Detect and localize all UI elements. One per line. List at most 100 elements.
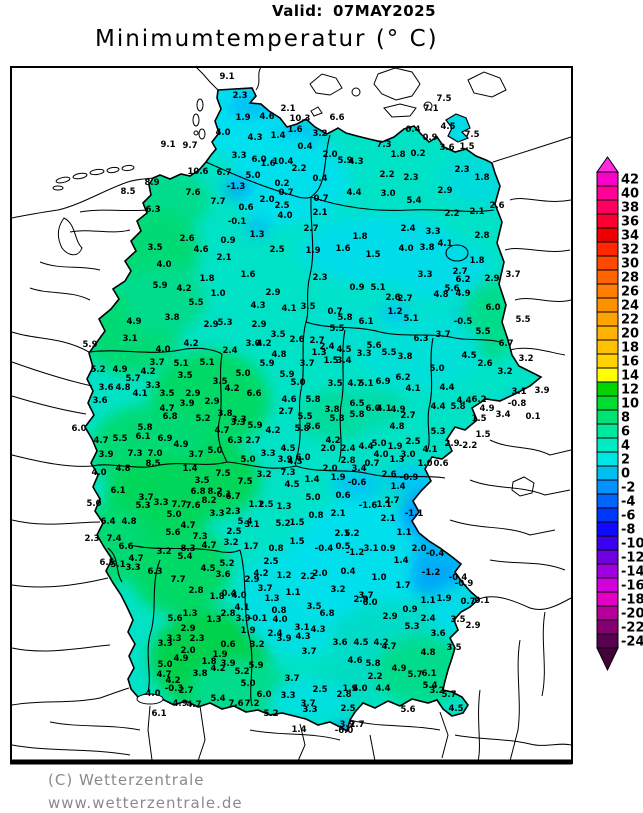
station-temp-label: 2.9 xyxy=(265,288,280,298)
station-temp-label: 3.3 xyxy=(153,498,168,508)
station-temp-label: 0.7 xyxy=(327,307,342,317)
station-temp-label: 3.9 xyxy=(220,659,235,669)
station-temp-label: 6.5 xyxy=(349,399,364,409)
station-temp-label: 2.8 xyxy=(188,586,203,596)
station-temp-label: 3.5 xyxy=(450,615,465,625)
station-temp-label: 4.9 xyxy=(172,699,187,709)
station-temp-label: -1.3 xyxy=(227,182,246,192)
station-temp-label: 4.6 xyxy=(259,112,274,122)
station-temp-label: 0.8 xyxy=(268,544,283,554)
station-temp-label: 5.0 xyxy=(235,369,250,379)
temperature-colorbar: 424038363432302826242220181614121086420-… xyxy=(596,156,643,672)
station-temp-label: 3.2 xyxy=(312,129,327,139)
colorbar-segment xyxy=(596,577,619,593)
station-temp-label: 2.9 xyxy=(180,624,195,634)
station-temp-label: 7.7 xyxy=(171,500,186,510)
station-temp-label: 4.0 xyxy=(231,591,246,601)
station-temp-label: 1.1 xyxy=(376,500,391,510)
station-temp-label: 4.1 xyxy=(281,304,296,314)
station-temp-label: 3.8 xyxy=(164,313,179,323)
station-temp-label: 2.7 xyxy=(384,496,399,506)
station-temp-label: 3.2 xyxy=(330,585,345,595)
colorbar-tick-label: 30 xyxy=(621,257,639,272)
station-temp-label: 6.2 xyxy=(455,275,470,285)
station-temp-label: 4.4 xyxy=(346,188,361,198)
colorbar-segment xyxy=(596,395,619,411)
colorbar-tick-label: -12 xyxy=(621,551,643,566)
footer-credit: (C) Wetterzentrale www.wetterzentrale.de xyxy=(48,769,243,813)
station-temp-label: 1.8 xyxy=(199,274,214,284)
station-temp-label: 3.3 xyxy=(145,381,160,391)
station-temp-label: 1.9 xyxy=(436,594,451,604)
station-temp-label: 4.6 xyxy=(281,395,296,405)
valid-label: Valid: xyxy=(272,2,323,20)
station-temp-label: 3.5 xyxy=(159,389,174,399)
station-temp-label: 5.1 xyxy=(403,314,418,324)
station-temp-label: 1.3 xyxy=(249,230,264,240)
station-temp-label: 6.7 xyxy=(498,339,513,349)
station-temp-label: 1.6 xyxy=(335,244,350,254)
station-temp-label: 4.0 xyxy=(155,345,170,355)
colorbar-tick-label: 10 xyxy=(621,397,639,412)
station-temp-label: 4.0 xyxy=(272,615,287,625)
station-temp-label: 1.4 xyxy=(270,131,285,141)
station-temp-label: 2.0 xyxy=(312,569,327,579)
station-temp-label: 1.3 xyxy=(206,615,221,625)
station-temp-label: 2.4 xyxy=(340,444,355,454)
station-temp-label: 5.3 xyxy=(217,318,232,328)
station-temp-label: 5.6 xyxy=(444,284,459,294)
station-temp-label: 5.0 xyxy=(240,679,255,689)
station-temp-label: 4.2 xyxy=(140,367,155,377)
station-temp-label: 1.8 xyxy=(209,592,224,602)
station-temp-label: 4.8 xyxy=(271,350,286,360)
station-temp-label: -0.1 xyxy=(228,217,247,227)
station-temp-label: 3.8 xyxy=(217,409,232,419)
station-temp-label: 5.9 xyxy=(279,370,294,380)
station-temp-label: 5.0 xyxy=(290,378,305,388)
station-temp-label: -6.0 xyxy=(335,726,354,736)
station-temp-label: 9.1 xyxy=(160,140,175,150)
station-temp-label: 0.1 xyxy=(525,412,540,422)
colorbar-segment xyxy=(596,409,619,425)
station-temp-label: 7.0 xyxy=(147,449,162,459)
station-temp-label: 4.2 xyxy=(176,284,191,294)
station-temp-label: 6.0 xyxy=(365,404,380,414)
station-temp-label: 6.4 xyxy=(100,517,115,527)
station-temp-label: 2.6 xyxy=(489,201,504,211)
station-temp-label: 5.2 xyxy=(344,529,359,539)
station-temp-label: -0.6 xyxy=(348,478,367,488)
station-temp-label: 4.3 xyxy=(287,457,302,467)
station-temp-label: 5.1 xyxy=(173,359,188,369)
station-temp-label: 4.5 xyxy=(448,704,463,714)
station-temp-label: 1.8 xyxy=(390,150,405,160)
station-temp-label: 6.0 xyxy=(485,303,500,313)
station-temp-label: 3.2 xyxy=(156,547,171,557)
station-temp-label: 5.8 xyxy=(349,410,364,420)
station-temp-label: 2.1 xyxy=(330,509,345,519)
station-temp-label: 4.1 xyxy=(234,603,249,613)
station-temp-label: 3.3 xyxy=(231,151,246,161)
station-temp-label: 1.9 xyxy=(240,626,255,636)
station-temp-label: 5.4 xyxy=(177,552,192,562)
station-temp-label: 5.0 xyxy=(240,455,255,465)
station-temp-label: 3.2 xyxy=(256,470,271,480)
station-temp-label: 3.2 xyxy=(429,686,444,696)
station-temp-label: 5.1 xyxy=(110,560,125,570)
station-temp-label: 0.9 xyxy=(380,544,395,554)
station-temp-label: 5.8 xyxy=(137,423,152,433)
colorbar-segment xyxy=(596,255,619,271)
station-temp-label: 4.5 xyxy=(280,444,295,454)
station-temp-label: 7.3 xyxy=(127,449,142,459)
station-temp-label: 1.7 xyxy=(243,542,258,552)
station-temp-label: 5.0 xyxy=(305,493,320,503)
station-temp-label: 5.9 xyxy=(247,421,262,431)
station-temp-label: 2.6 xyxy=(381,470,396,480)
station-temp-label: 2.9 xyxy=(444,439,459,449)
station-temp-label: 8.9 xyxy=(144,178,159,188)
station-temp-label: 2.7 xyxy=(349,720,364,730)
station-temp-label: 6.3 xyxy=(147,567,162,577)
station-temp-label: 7.7 xyxy=(210,197,225,207)
colorbar-tick-label: -2 xyxy=(621,481,635,496)
colorbar-segment xyxy=(596,227,619,243)
station-temp-label: 2.2 xyxy=(291,164,306,174)
